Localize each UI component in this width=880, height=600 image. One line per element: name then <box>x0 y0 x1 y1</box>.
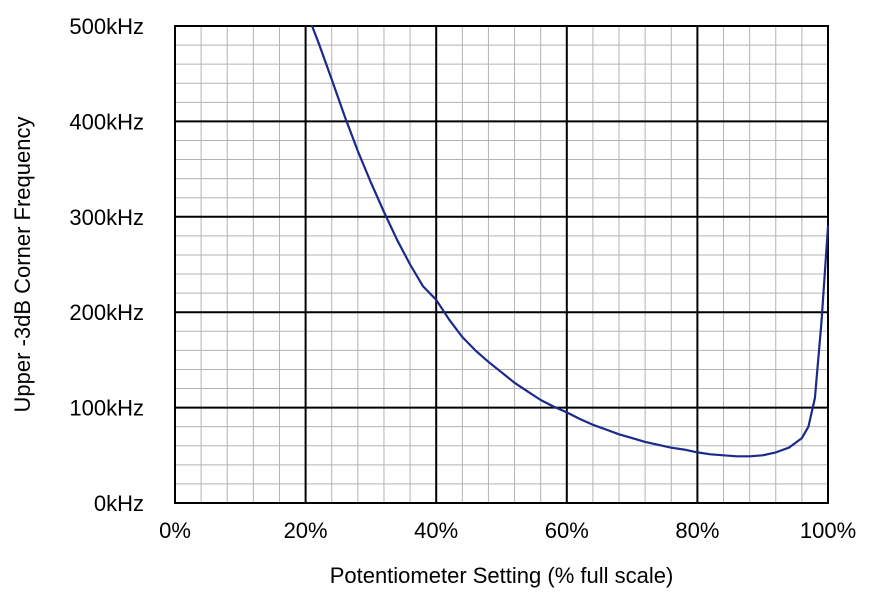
x-tick-label: 40% <box>414 518 458 543</box>
y-tick-label: 300kHz <box>69 205 144 230</box>
y-tick-label: 200kHz <box>69 300 144 325</box>
x-tick-label: 80% <box>675 518 719 543</box>
x-tick-label: 100% <box>800 518 856 543</box>
x-tick-label: 60% <box>545 518 589 543</box>
y-tick-label: 100kHz <box>69 396 144 421</box>
plot-frame <box>174 25 829 504</box>
minor-grid <box>175 26 828 503</box>
y-tick-label: 400kHz <box>69 109 144 134</box>
major-grid <box>174 25 829 504</box>
y-tick-label: 0kHz <box>94 491 144 516</box>
x-axis-label: Potentiometer Setting (% full scale) <box>330 563 674 588</box>
y-tick-label: 500kHz <box>69 14 144 39</box>
x-tick-labels: 0% 20% 40% 60% 80% 100% <box>159 518 856 543</box>
y-axis-label: Upper -3dB Corner Frequency <box>10 117 35 413</box>
x-tick-label: 20% <box>284 518 328 543</box>
series-line <box>311 24 830 458</box>
x-tick-label: 0% <box>159 518 191 543</box>
y-tick-labels: 0kHz 100kHz 200kHz 300kHz 400kHz 500kHz <box>69 14 144 516</box>
